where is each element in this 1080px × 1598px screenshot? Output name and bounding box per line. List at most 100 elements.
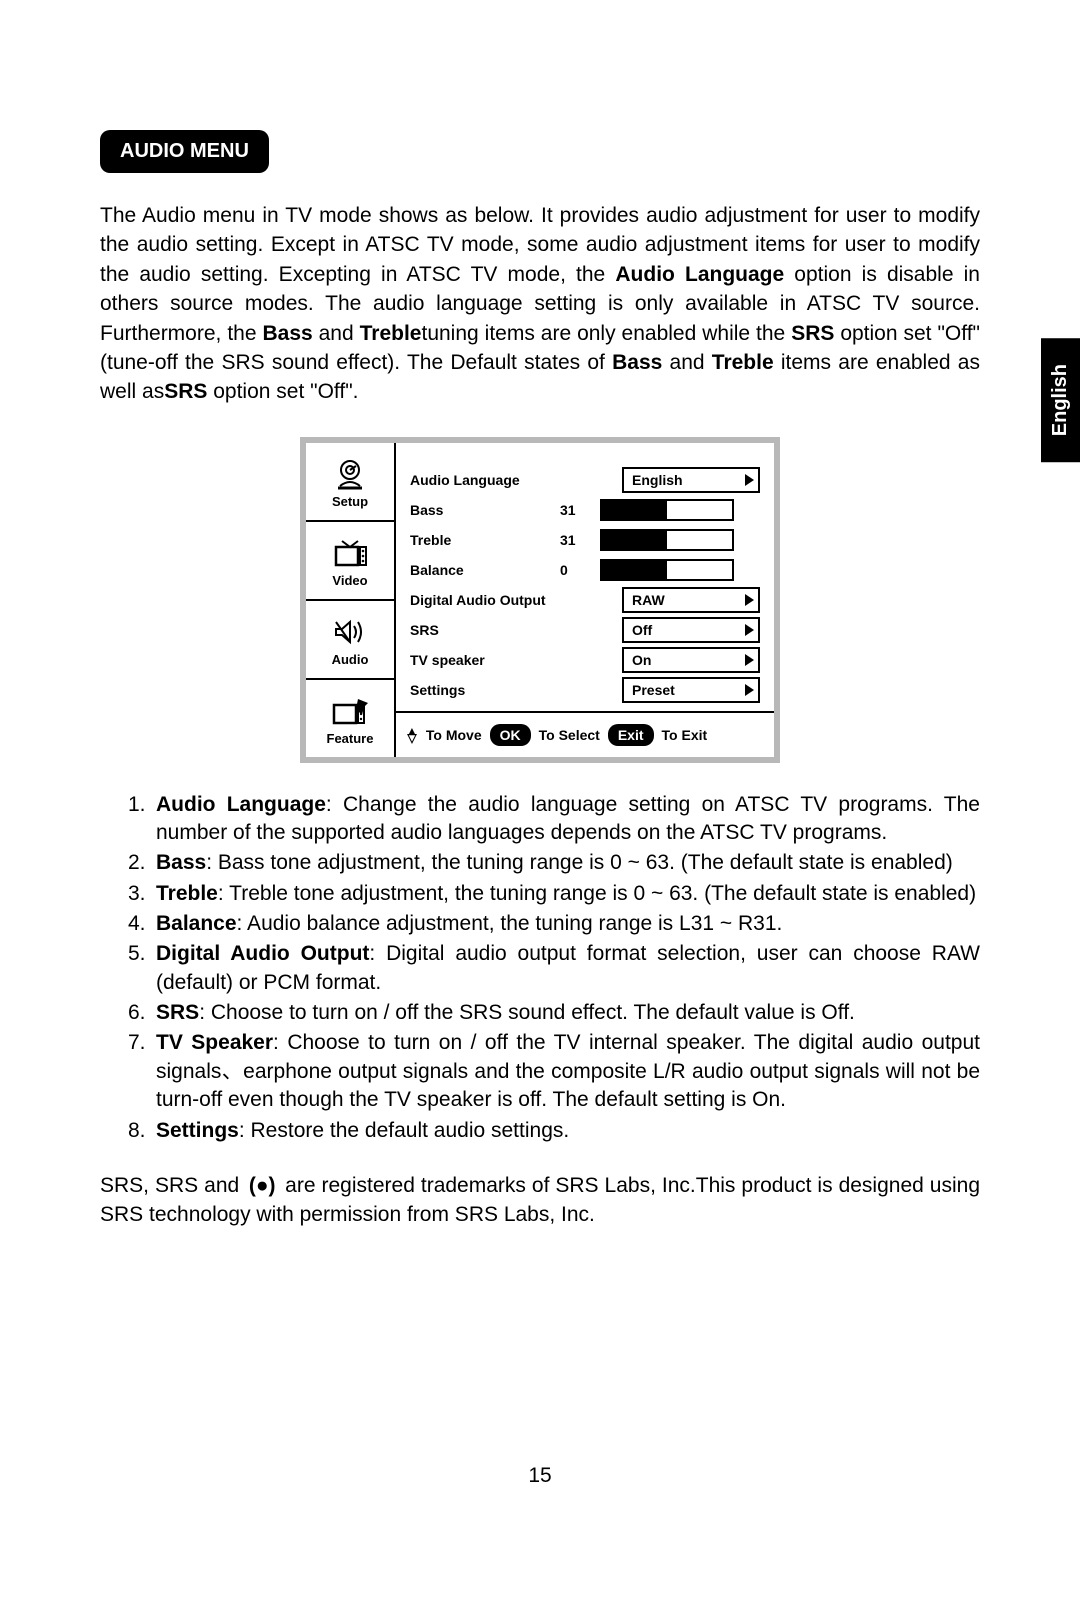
- osd-row: Treble31: [410, 525, 760, 555]
- list-item-body: Balance: Audio balance adjustment, the t…: [156, 910, 980, 938]
- list-item-desc: : Choose to turn on / off the TV interna…: [156, 1031, 980, 1111]
- osd-select: On: [622, 647, 760, 673]
- list-item-term: Settings: [156, 1119, 239, 1142]
- intro-bold: Treble: [712, 351, 774, 374]
- osd-row-label: TV speaker: [410, 652, 560, 668]
- osd-slider-fill: [602, 561, 667, 579]
- osd-row-label: Bass: [410, 502, 560, 518]
- osd-select: Off: [622, 617, 760, 643]
- list-item-body: Bass: Bass tone adjustment, the tuning r…: [156, 849, 980, 877]
- list-item-term: Treble: [156, 882, 218, 905]
- osd-row-label: Digital Audio Output: [410, 592, 560, 608]
- intro-text: option set "Off".: [207, 380, 358, 403]
- footer-move-label: To Move: [426, 727, 482, 743]
- list-item-number: 5.: [128, 940, 156, 997]
- list-item-number: 2.: [128, 849, 156, 877]
- footer-select-label: To Select: [539, 727, 600, 743]
- osd-row-label: Audio Language: [410, 472, 560, 488]
- list-item: 8.Settings: Restore the default audio se…: [128, 1117, 980, 1145]
- osd-sidebar-label: Video: [332, 573, 367, 588]
- osd-rows: Audio LanguageEnglishBass31Treble31Balan…: [396, 443, 774, 711]
- list-item-desc: : Choose to turn on / off the SRS sound …: [199, 1001, 855, 1024]
- osd-sidebar-item-video: Video: [306, 522, 394, 601]
- osd-sidebar-label: Setup: [332, 494, 368, 509]
- list-item: 1.Audio Language: Change the audio langu…: [128, 791, 980, 848]
- language-tab: English: [1041, 338, 1080, 462]
- list-item-number: 6.: [128, 999, 156, 1027]
- list-item-number: 8.: [128, 1117, 156, 1145]
- triangle-right-icon: [745, 684, 754, 696]
- triangle-right-icon: [745, 474, 754, 486]
- audio-icon: [328, 614, 372, 650]
- intro-bold: Bass: [612, 351, 662, 374]
- osd-select: Preset: [622, 677, 760, 703]
- feature-icon: [328, 693, 372, 729]
- osd-select-value: On: [632, 652, 651, 668]
- osd-select-value: Off: [632, 622, 652, 638]
- list-item-term: Digital Audio Output: [156, 942, 369, 965]
- osd-row: SRSOff: [410, 615, 760, 645]
- osd-row-label: Settings: [410, 682, 560, 698]
- list-item-term: TV Speaker: [156, 1031, 273, 1054]
- triangle-right-icon: [745, 624, 754, 636]
- trademark-pre: SRS, SRS and: [100, 1174, 245, 1197]
- intro-bold: Treble: [360, 322, 422, 345]
- osd-sidebar-label: Feature: [327, 731, 374, 746]
- list-item-body: Audio Language: Change the audio languag…: [156, 791, 980, 848]
- osd-sidebar-label: Audio: [332, 652, 369, 667]
- osd-slider-fill: [602, 501, 667, 519]
- osd-main: Audio LanguageEnglishBass31Treble31Balan…: [396, 443, 774, 757]
- list-item-body: SRS: Choose to turn on / off the SRS sou…: [156, 999, 980, 1027]
- osd-select-value: RAW: [632, 592, 665, 608]
- osd-slider-fill: [602, 531, 667, 549]
- updown-arrows-icon: ▲▽: [406, 728, 418, 742]
- osd-sidebar: Setup Video Audio Feature: [306, 443, 396, 757]
- srs-logo-icon: (●): [245, 1171, 279, 1200]
- footer-exit-pill: Exit: [608, 724, 654, 746]
- osd-select-value: English: [632, 472, 683, 488]
- document-page: AUDIO MENU The Audio menu in TV mode sho…: [0, 0, 1080, 1598]
- intro-paragraph: The Audio menu in TV mode shows as below…: [100, 201, 980, 407]
- osd-row-value: 31: [560, 502, 600, 518]
- list-item-body: Digital Audio Output: Digital audio outp…: [156, 940, 980, 997]
- osd-row: Digital Audio Output RAW: [410, 585, 760, 615]
- intro-bold: SRS: [164, 380, 207, 403]
- intro-bold: Bass: [262, 322, 312, 345]
- osd-row-value: 31: [560, 532, 600, 548]
- video-icon: [328, 535, 372, 571]
- list-item: 5.Digital Audio Output: Digital audio ou…: [128, 940, 980, 997]
- trademark-note: SRS, SRS and (●) are registered trademar…: [100, 1171, 980, 1230]
- numbered-list: 1.Audio Language: Change the audio langu…: [100, 791, 980, 1145]
- list-item-number: 1.: [128, 791, 156, 848]
- osd-row-label: Balance: [410, 562, 560, 578]
- footer-toexit-label: To Exit: [662, 727, 708, 743]
- list-item-body: TV Speaker: Choose to turn on / off the …: [156, 1029, 980, 1114]
- intro-text: tuning items are only enabled while the: [421, 322, 791, 345]
- list-item-term: Audio Language: [156, 793, 326, 816]
- intro-bold: Audio Language: [615, 263, 784, 286]
- osd-slider-track: [600, 559, 734, 581]
- osd-row: TV speaker On: [410, 645, 760, 675]
- list-item-number: 7.: [128, 1029, 156, 1114]
- list-item: 3.Treble: Treble tone adjustment, the tu…: [128, 880, 980, 908]
- osd-select: English: [622, 467, 760, 493]
- list-item-body: Treble: Treble tone adjustment, the tuni…: [156, 880, 980, 908]
- setup-icon: [328, 456, 372, 492]
- list-item-term: Balance: [156, 912, 237, 935]
- osd-slider-track: [600, 529, 734, 551]
- triangle-right-icon: [745, 654, 754, 666]
- list-item: 2.Bass: Bass tone adjustment, the tuning…: [128, 849, 980, 877]
- intro-text: and: [662, 351, 711, 374]
- osd-sidebar-item-setup: Setup: [306, 443, 394, 522]
- triangle-right-icon: [745, 594, 754, 606]
- list-item: 6.SRS: Choose to turn on / off the SRS s…: [128, 999, 980, 1027]
- intro-bold: SRS: [791, 322, 834, 345]
- intro-text: and: [313, 322, 360, 345]
- list-item-number: 4.: [128, 910, 156, 938]
- list-item-desc: : Restore the default audio settings.: [239, 1119, 569, 1142]
- osd-select-value: Preset: [632, 682, 675, 698]
- list-item: 4.Balance: Audio balance adjustment, the…: [128, 910, 980, 938]
- list-item-desc: : Bass tone adjustment, the tuning range…: [206, 851, 953, 874]
- list-item-body: Settings: Restore the default audio sett…: [156, 1117, 980, 1145]
- list-item-desc: : Audio balance adjustment, the tuning r…: [237, 912, 783, 935]
